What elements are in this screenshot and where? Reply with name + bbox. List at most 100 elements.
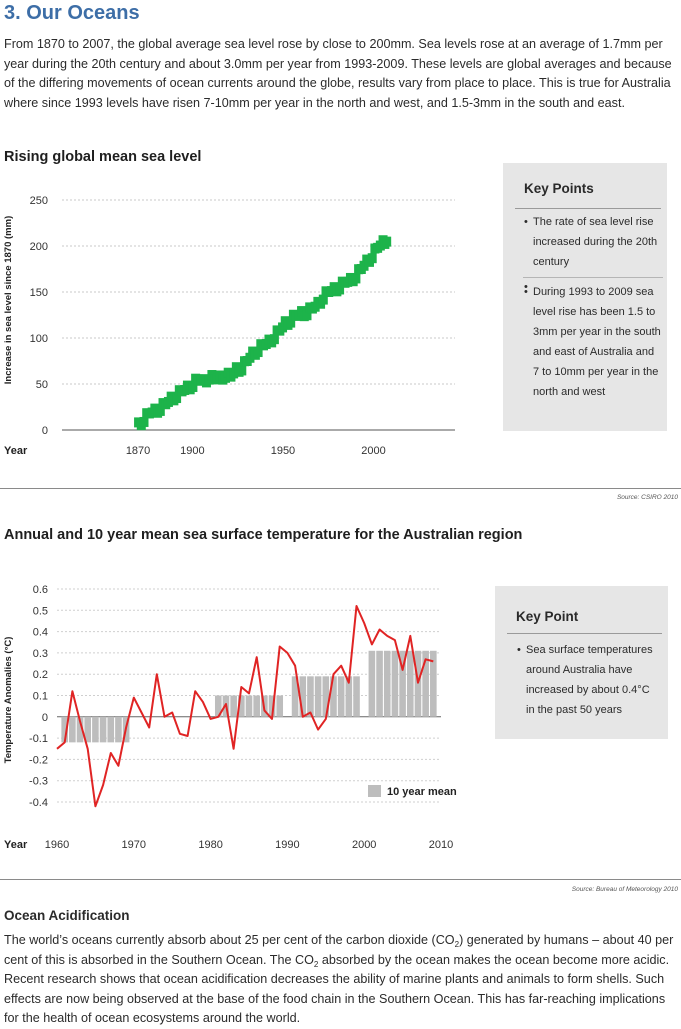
key-points-divider xyxy=(515,208,661,209)
sea-level-point xyxy=(318,294,328,305)
sea-level-point xyxy=(220,372,230,383)
key-point-title: Key Point xyxy=(516,609,579,624)
decade-mean-bar xyxy=(253,695,260,717)
decade-mean-bar xyxy=(314,676,322,717)
y-tick-label: -0.2 xyxy=(29,754,48,766)
decade-mean-bar xyxy=(69,716,76,743)
sea-level-point xyxy=(359,260,369,271)
decade-mean-bar xyxy=(345,676,353,717)
decade-mean-bar xyxy=(322,676,330,717)
decade-mean-bar xyxy=(430,650,437,717)
x-tick-label: 1950 xyxy=(271,445,295,457)
x-tick-label: 1900 xyxy=(180,445,204,457)
sea-level-point xyxy=(188,382,198,392)
decade-mean-bar xyxy=(238,695,245,717)
y-tick-label: 200 xyxy=(30,241,48,253)
sea-level-point xyxy=(229,368,239,379)
decade-mean-bar xyxy=(84,716,92,743)
sea-level-point xyxy=(382,236,392,247)
sea-level-point xyxy=(139,416,149,427)
key-point-list: Sea surface temperatures around Australi… xyxy=(516,640,661,720)
section-divider xyxy=(0,879,681,880)
decade-mean-bar xyxy=(376,650,383,717)
sea-level-point xyxy=(367,253,377,264)
decade-mean-bar xyxy=(115,716,122,743)
sea-level-point xyxy=(297,306,307,317)
key-point-item: The rate of sea level rise increased dur… xyxy=(523,212,663,272)
x-tick-label: 1990 xyxy=(275,839,299,851)
y-tick-label: 0 xyxy=(42,425,48,437)
sea-temp-chart: 0.6 0.5 0.4 0.3 0.2 0.1 0 -0.1 -0.2 -0.3 -0.4 1960 1… xyxy=(3,584,457,851)
y-tick-label: -0.1 xyxy=(29,733,48,745)
y-tick-label: 0 xyxy=(42,712,48,724)
section-divider xyxy=(0,488,681,489)
y-tick-label: 0.6 xyxy=(33,584,48,596)
key-point-item: During 1993 to 2009 sea level rise has b… xyxy=(523,282,663,402)
key-point-box-sea-temp: Key Point Sea surface temperatures aroun… xyxy=(495,586,668,739)
x-tick-label: 2010 xyxy=(429,839,453,851)
sea-level-point xyxy=(375,240,385,251)
sea-level-chart: 0 50 100 150 200 250 1870 1900 1950 2000 Year Incre… xyxy=(3,195,455,457)
source-note: Source: Bureau of Meteorology 2010 xyxy=(571,886,678,893)
y-tick-label: 0.5 xyxy=(33,605,48,617)
key-point-divider xyxy=(507,633,662,634)
decade-mean-bar xyxy=(353,676,360,717)
decade-mean-bar xyxy=(107,716,115,743)
subscript: 2 xyxy=(313,959,319,969)
decade-mean-bar xyxy=(92,716,99,743)
key-point-separator xyxy=(523,277,663,297)
x-tick-label: 2000 xyxy=(361,445,385,457)
y-tick-label: 0.3 xyxy=(33,648,48,660)
sea-level-point xyxy=(269,334,279,345)
paragraph-text: ) generated by humans – about 40 per cen… xyxy=(4,933,674,967)
decade-mean-bar xyxy=(368,650,376,717)
decade-mean-bar xyxy=(383,650,391,717)
subscript: 2 xyxy=(454,940,460,949)
decade-mean-bar xyxy=(76,716,84,743)
key-points-list: The rate of sea level rise increased dur… xyxy=(523,212,663,402)
sea-level-chart-heading: Rising global mean sea level xyxy=(4,149,202,165)
decade-mean-bar xyxy=(276,695,284,717)
sea-level-point xyxy=(163,396,173,407)
sea-temp-chart-heading: Annual and 10 year mean sea surface temp… xyxy=(4,527,523,543)
paragraph-text: The world’s oceans currently absorb abou… xyxy=(4,933,455,947)
decade-mean-bar xyxy=(307,676,314,717)
x-tick-label: 1980 xyxy=(198,839,222,851)
y-axis-title: Temperature Anomalies (°C) xyxy=(3,637,14,764)
key-point-item: Sea surface temperatures around Australi… xyxy=(516,640,661,720)
x-tick-label: 1970 xyxy=(122,839,146,851)
x-tick-label: 2000 xyxy=(352,839,376,851)
x-axis-title: Year xyxy=(4,445,28,457)
intro-paragraph: From 1870 to 2007, the global average se… xyxy=(4,37,672,110)
decade-mean-bar xyxy=(422,650,429,717)
legend-swatch xyxy=(368,785,381,797)
sea-level-point xyxy=(302,310,312,321)
y-axis-title: Increase in sea level since 1870 (mm) xyxy=(3,216,14,384)
ocean-acidification-paragraph: The world’s oceans currently absorb abou… xyxy=(4,931,676,1029)
decade-mean-bar xyxy=(291,676,299,717)
sea-level-point xyxy=(335,284,345,295)
key-points-box-sea-level: Key Points The rate of sea level rise in… xyxy=(503,163,667,431)
x-tick-label: 1960 xyxy=(45,839,69,851)
x-axis-title: Year xyxy=(4,839,28,851)
y-tick-label: 150 xyxy=(30,287,48,299)
sea-level-point xyxy=(253,347,263,358)
decade-mean-bar xyxy=(230,695,237,717)
y-tick-label: -0.4 xyxy=(29,797,48,809)
sea-level-point xyxy=(245,352,255,363)
y-tick-label: 100 xyxy=(30,333,48,345)
paragraph-text: absorbed by the ocean makes the ocean be… xyxy=(4,952,670,1026)
x-tick-label: 1870 xyxy=(126,445,150,457)
decade-mean-bar xyxy=(99,716,107,743)
decade-mean-bar xyxy=(406,650,414,717)
annual-temperature-line xyxy=(56,605,434,808)
decade-mean-bar xyxy=(245,695,253,717)
decade-mean-bar xyxy=(337,676,345,717)
source-note: Source: CSIRO 2010 xyxy=(616,494,678,501)
sea-level-point xyxy=(237,365,247,376)
key-points-title: Key Points xyxy=(524,181,594,196)
decade-mean-bar xyxy=(268,695,276,717)
y-tick-label: -0.3 xyxy=(29,776,48,788)
y-tick-label: 0.1 xyxy=(33,691,48,703)
sea-level-point xyxy=(286,317,296,328)
